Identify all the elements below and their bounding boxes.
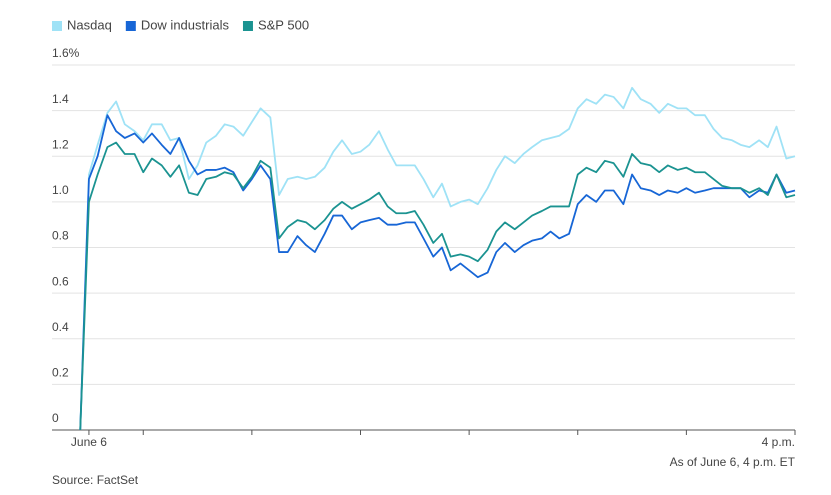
y-tick-label: 1.2 — [52, 137, 69, 151]
y-tick-label: 0.2 — [52, 366, 69, 380]
legend-label: Dow industrials — [141, 17, 230, 32]
source: Source: FactSet — [52, 473, 139, 487]
y-tick-label: 0.8 — [52, 229, 69, 243]
y-tick-label: 0.4 — [52, 320, 69, 334]
x-tick-label: June 6 — [71, 435, 107, 449]
y-tick-label: 1.0 — [52, 183, 69, 197]
series-line — [79, 141, 796, 431]
legend-label: S&P 500 — [258, 17, 309, 32]
x-tick-label: 4 p.m. — [762, 435, 795, 449]
legend-swatch — [125, 21, 136, 31]
y-tick-label: 0.6 — [52, 274, 69, 288]
y-tick-label: 1.6% — [52, 46, 80, 60]
legend-swatch — [242, 21, 253, 31]
note: As of June 6, 4 p.m. ET — [670, 455, 796, 469]
series-line — [79, 114, 796, 431]
series-line — [79, 86, 796, 431]
legend-label: Nasdaq — [67, 17, 112, 32]
legend-swatch — [52, 21, 62, 31]
y-tick-label: 1.4 — [52, 92, 69, 106]
y-tick-label: 0 — [52, 411, 59, 425]
